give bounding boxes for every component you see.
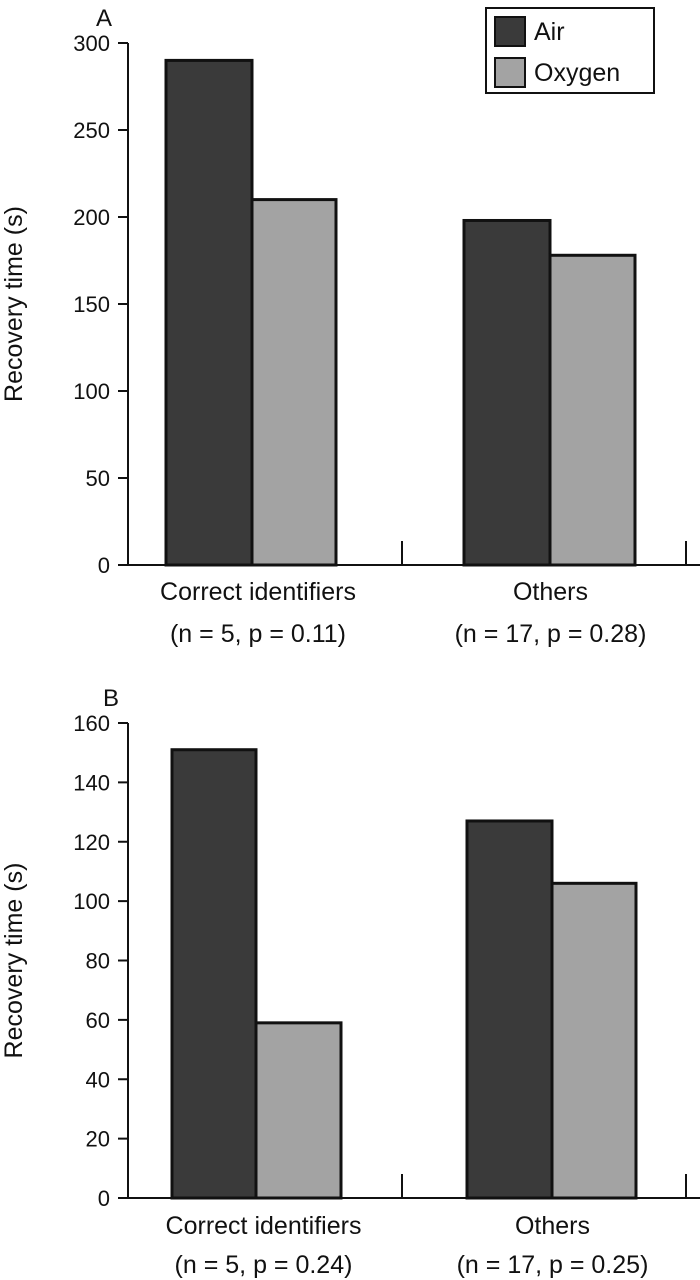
y-tick-label: 50 [86, 466, 110, 491]
y-tick-label: 120 [73, 830, 110, 855]
category-sublabel: (n = 5, p = 0.24) [175, 1251, 353, 1279]
y-axis-label: Recovery time (s) [0, 863, 28, 1059]
category-sublabel: (n = 17, p = 0.28) [455, 620, 647, 648]
chart-panel-a: 0 50 100 150 200 250 300 Correct identifiers (n … [0, 5, 700, 648]
bar-air-2 [462, 218, 552, 567]
y-tick-label: 80 [86, 949, 110, 974]
bar-air-1 [170, 748, 258, 1200]
bar-oxygen-1 [254, 1021, 343, 1200]
legend-label-oxygen: Oxygen [534, 59, 620, 87]
bar-oxygen-2 [548, 253, 637, 567]
legend: Air Oxygen [485, 7, 655, 94]
y-tick-label: 200 [73, 205, 110, 230]
category-sublabel: (n = 5, p = 0.11) [170, 620, 346, 648]
y-tick-label: 300 [73, 31, 110, 56]
bar-oxygen-1 [250, 198, 338, 567]
panel-letter: A [96, 5, 112, 32]
y-tick-label: 150 [73, 292, 110, 317]
legend-swatch-air [494, 16, 526, 47]
category-label: Correct identifiers [166, 1212, 362, 1240]
y-tick-label: 20 [86, 1127, 110, 1152]
y-tick-label: 140 [73, 770, 110, 795]
category-sublabel: (n = 17, p = 0.25) [457, 1251, 649, 1279]
y-tick-label: 40 [86, 1067, 110, 1092]
category-label: Correct identifiers [160, 578, 356, 606]
legend-swatch-oxygen [494, 57, 526, 88]
bar-oxygen-2 [550, 881, 638, 1200]
y-tick-label: 160 [73, 711, 110, 736]
category-label: Others [515, 1212, 590, 1240]
legend-label-air: Air [534, 18, 565, 46]
y-tick-label: 0 [98, 553, 110, 578]
bar-air-2 [465, 819, 554, 1200]
y-tick-label: 100 [73, 889, 110, 914]
y-tick-label: 100 [73, 379, 110, 404]
category-label: Others [513, 578, 588, 606]
chart-panel-b: 0 20 40 60 80 100 120 140 160 Correct identifiers… [0, 685, 700, 1279]
y-tick-label: 0 [98, 1186, 110, 1211]
bar-air-1 [164, 58, 254, 567]
y-tick-label: 250 [73, 118, 110, 143]
panel-letter: B [103, 685, 119, 712]
y-axis-label: Recovery time (s) [0, 206, 28, 402]
y-tick-label: 60 [86, 1008, 110, 1033]
